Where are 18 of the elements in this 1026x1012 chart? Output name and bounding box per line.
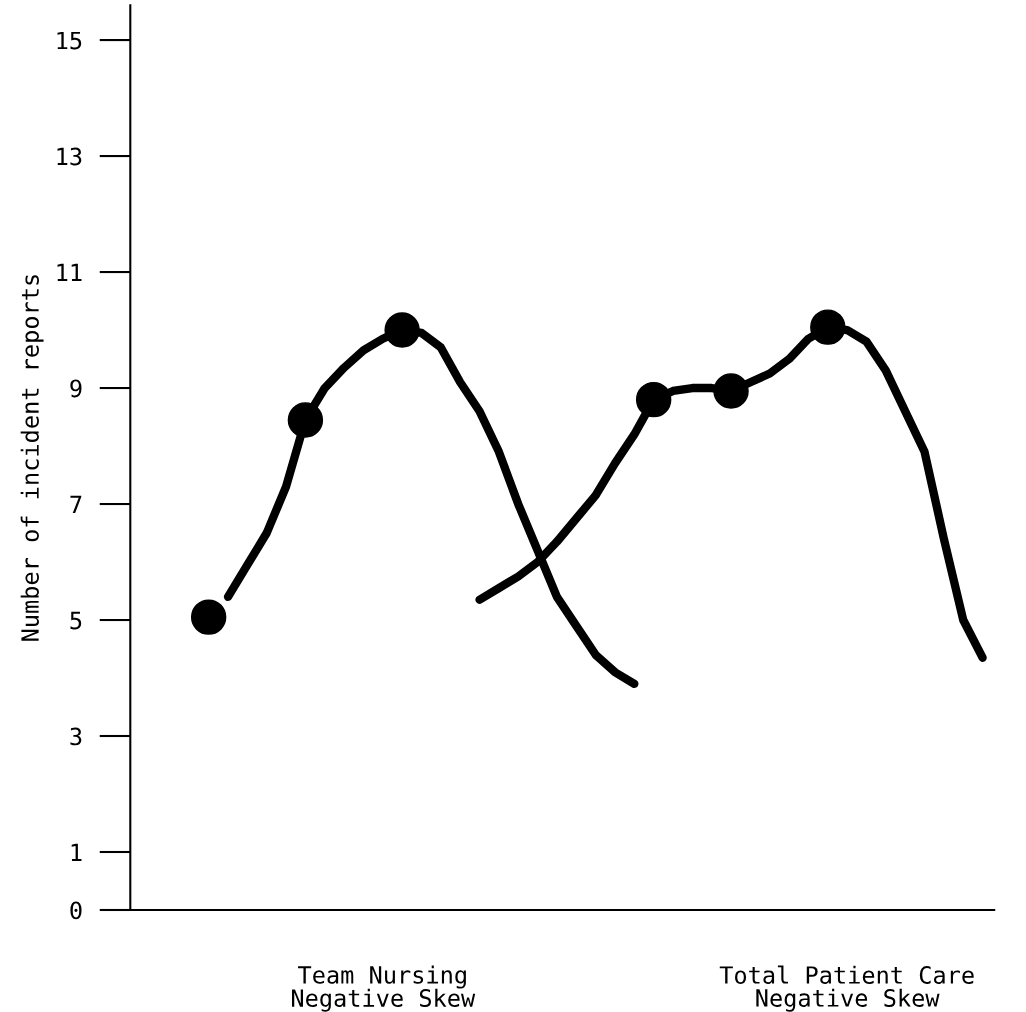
y-tick-label: 0 (70, 901, 82, 920)
point (713, 373, 749, 409)
y-axis-title: Number of incident reports (20, 275, 44, 641)
point (810, 309, 846, 345)
y-tick-label: 15 (57, 31, 82, 50)
y-tick-label: 1 (71, 843, 82, 862)
x-tick-label: Team Nursing Negative Skew (292, 965, 476, 1012)
point (635, 381, 672, 418)
y-tick-label: 5 (70, 611, 82, 630)
y-tick-label: 11 (57, 263, 82, 282)
y-tick-label: 9 (70, 379, 82, 398)
point (190, 599, 227, 635)
point (384, 312, 420, 348)
point (287, 402, 324, 438)
y-tick-label: 13 (57, 147, 82, 166)
y-tick-label: 7 (70, 495, 82, 514)
x-tick-label: Total Patient Care Negative Skew (719, 965, 974, 1012)
y-tick-label: 3 (70, 727, 82, 746)
